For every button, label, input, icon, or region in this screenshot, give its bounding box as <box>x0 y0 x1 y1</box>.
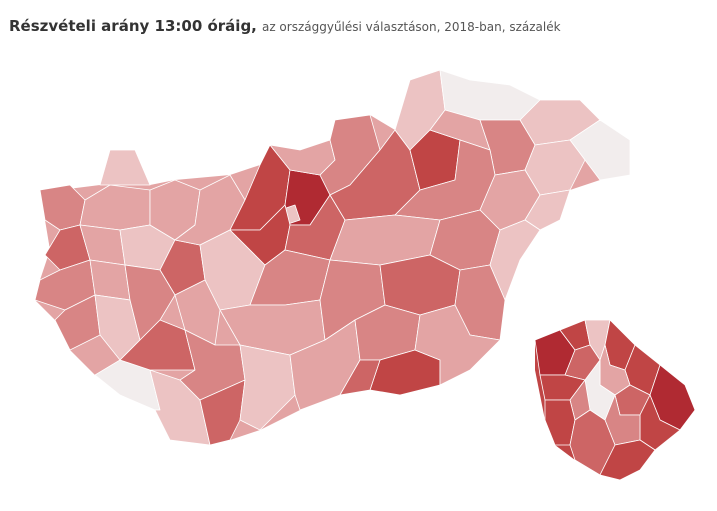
map-header: Részvételi arány 13:00 óráig, az országg… <box>9 16 561 35</box>
district[interactable] <box>414 304 501 386</box>
district[interactable] <box>199 379 246 446</box>
district[interactable] <box>599 439 656 481</box>
district[interactable] <box>339 359 381 396</box>
map-title: Részvételi arány 13:00 óráig, <box>9 17 257 35</box>
district[interactable] <box>89 259 131 301</box>
district[interactable] <box>54 294 101 351</box>
district[interactable] <box>239 344 296 431</box>
budapest-inset <box>534 319 696 481</box>
district[interactable] <box>379 254 461 316</box>
district[interactable] <box>99 149 151 186</box>
map-subtitle: az országgyűlési választáson, 2018-ban, … <box>261 20 561 34</box>
district[interactable] <box>544 399 576 446</box>
